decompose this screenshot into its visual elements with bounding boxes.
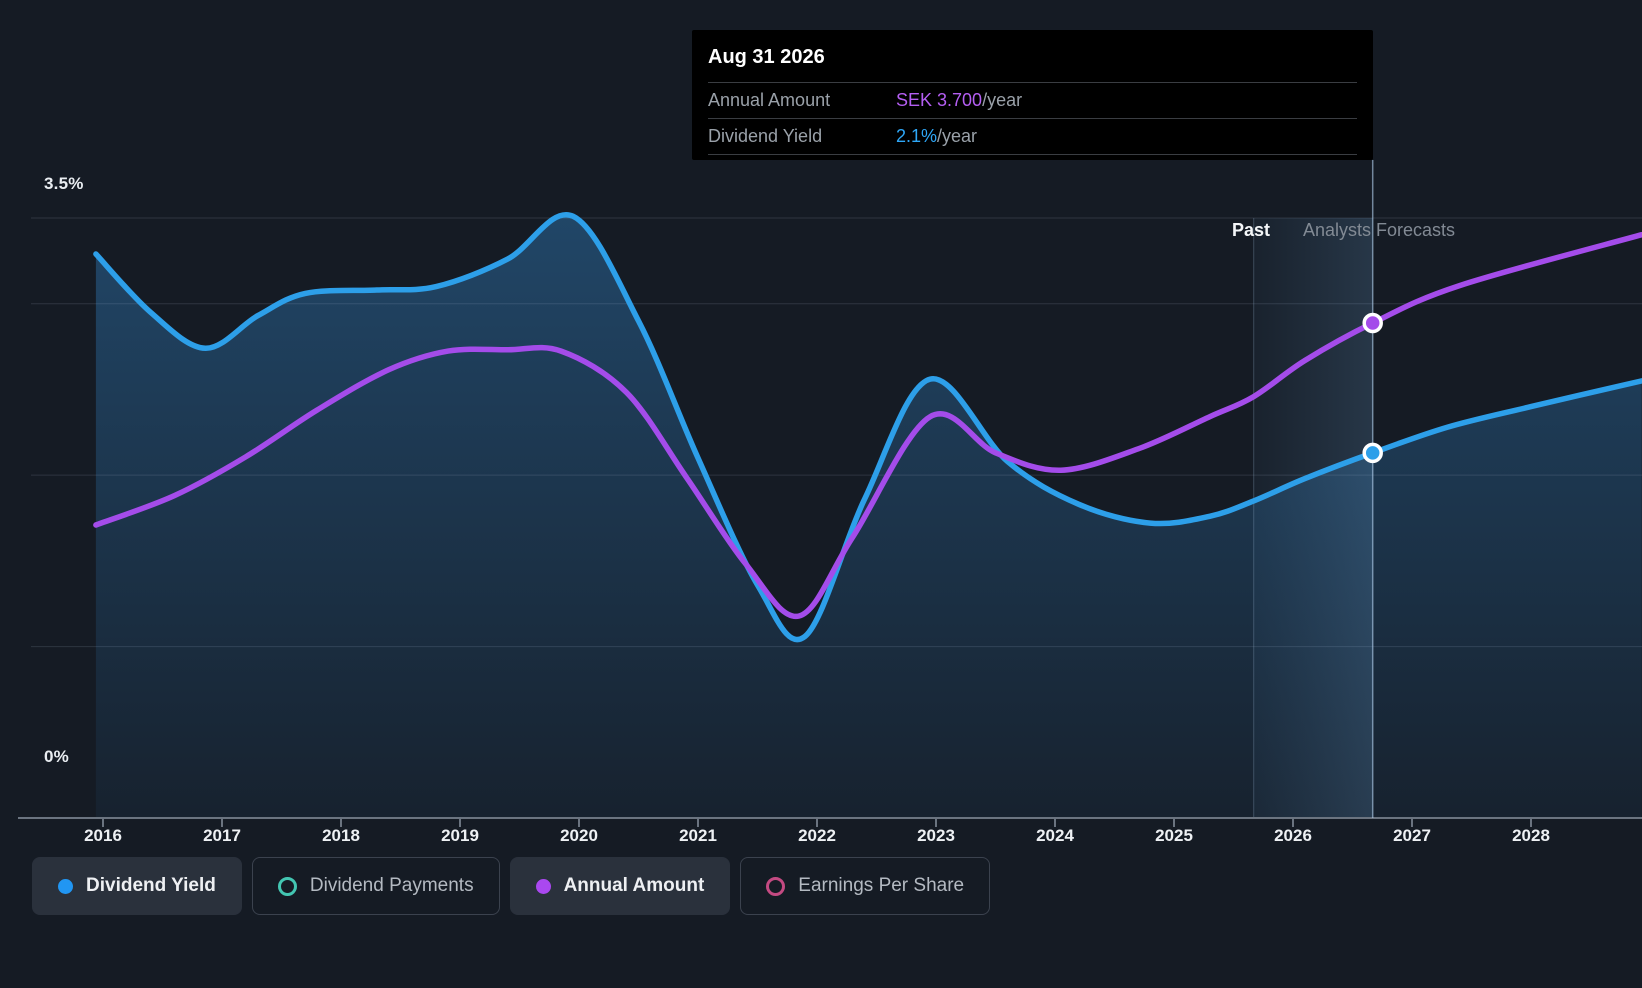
y-axis-max-label: 3.5% (44, 174, 84, 193)
past-section-label: Past (1231, 220, 1270, 240)
annual-amount-dot-icon (535, 878, 551, 894)
chart-tooltip: Aug 31 2026 Annual Amount SEK 3.700/year… (692, 30, 1373, 160)
tooltip-row-annual-amount: Annual Amount SEK 3.700/year (708, 83, 1357, 119)
tooltip-suffix: /year (937, 126, 978, 146)
tooltip-suffix: /year (982, 90, 1023, 110)
legend-button-dividend-yield[interactable]: Dividend Yield (32, 857, 242, 915)
dividend-yield-line[interactable] (93, 211, 1642, 643)
tooltip-date: Aug 31 2026 (708, 30, 1357, 83)
y-axis-min-label: 0% (44, 747, 69, 766)
x-axis-year-label: 2026 (1274, 826, 1312, 845)
legend-button-annual-amount[interactable]: Annual Amount (509, 857, 731, 915)
marker-dot-annual-amount[interactable] (1362, 312, 1383, 334)
legend-label: Dividend Yield (86, 875, 216, 896)
x-axis-year-label: 2018 (322, 826, 360, 845)
x-axis-year-label: 2024 (1036, 826, 1074, 845)
x-axis-year-label: 2016 (84, 826, 122, 845)
tooltip-value-annual-amount: SEK 3.700 (896, 90, 983, 110)
x-axis-year-label: 2020 (560, 826, 598, 845)
x-axis-year-label: 2028 (1512, 826, 1550, 845)
dividend-payments-dot-icon (277, 876, 297, 896)
x-axis-year-label: 2022 (798, 826, 836, 845)
legend-label: Dividend Payments (309, 875, 474, 896)
marker-dot-dividend-yield[interactable] (1362, 442, 1383, 464)
x-axis-year-label: 2025 (1155, 826, 1193, 845)
dividend-yield-dot-icon (58, 878, 73, 894)
annual-amount-line[interactable] (93, 231, 1642, 620)
legend-label: Annual Amount (563, 875, 705, 896)
x-axis-year-label: 2027 (1393, 826, 1431, 845)
x-axis-year-label: 2023 (917, 826, 955, 845)
legend: Dividend Yield Dividend Payments Annual Am… (32, 857, 991, 915)
legend-label: Earnings Per Share (798, 875, 965, 896)
x-axis-year-label: 2019 (441, 826, 479, 845)
x-axis-year-label: 2021 (679, 826, 717, 845)
tooltip-label: Annual Amount (708, 90, 831, 110)
tooltip-value-dividend-yield: 2.1% (896, 126, 938, 146)
x-axis-year-label: 2017 (203, 826, 241, 845)
legend-button-dividend-payments[interactable]: Dividend Payments (251, 857, 500, 915)
forecast-highlight-band (1253, 218, 1373, 818)
analysts-forecasts-section-label: Analysts Forecasts (1303, 220, 1456, 240)
tooltip-row-dividend-yield: Dividend Yield 2.1%/year (708, 119, 1357, 155)
legend-button-earnings-per-share[interactable]: Earnings Per Share (740, 857, 991, 915)
earnings-per-share-dot-icon (766, 876, 786, 896)
tooltip-label: Dividend Yield (708, 126, 823, 146)
